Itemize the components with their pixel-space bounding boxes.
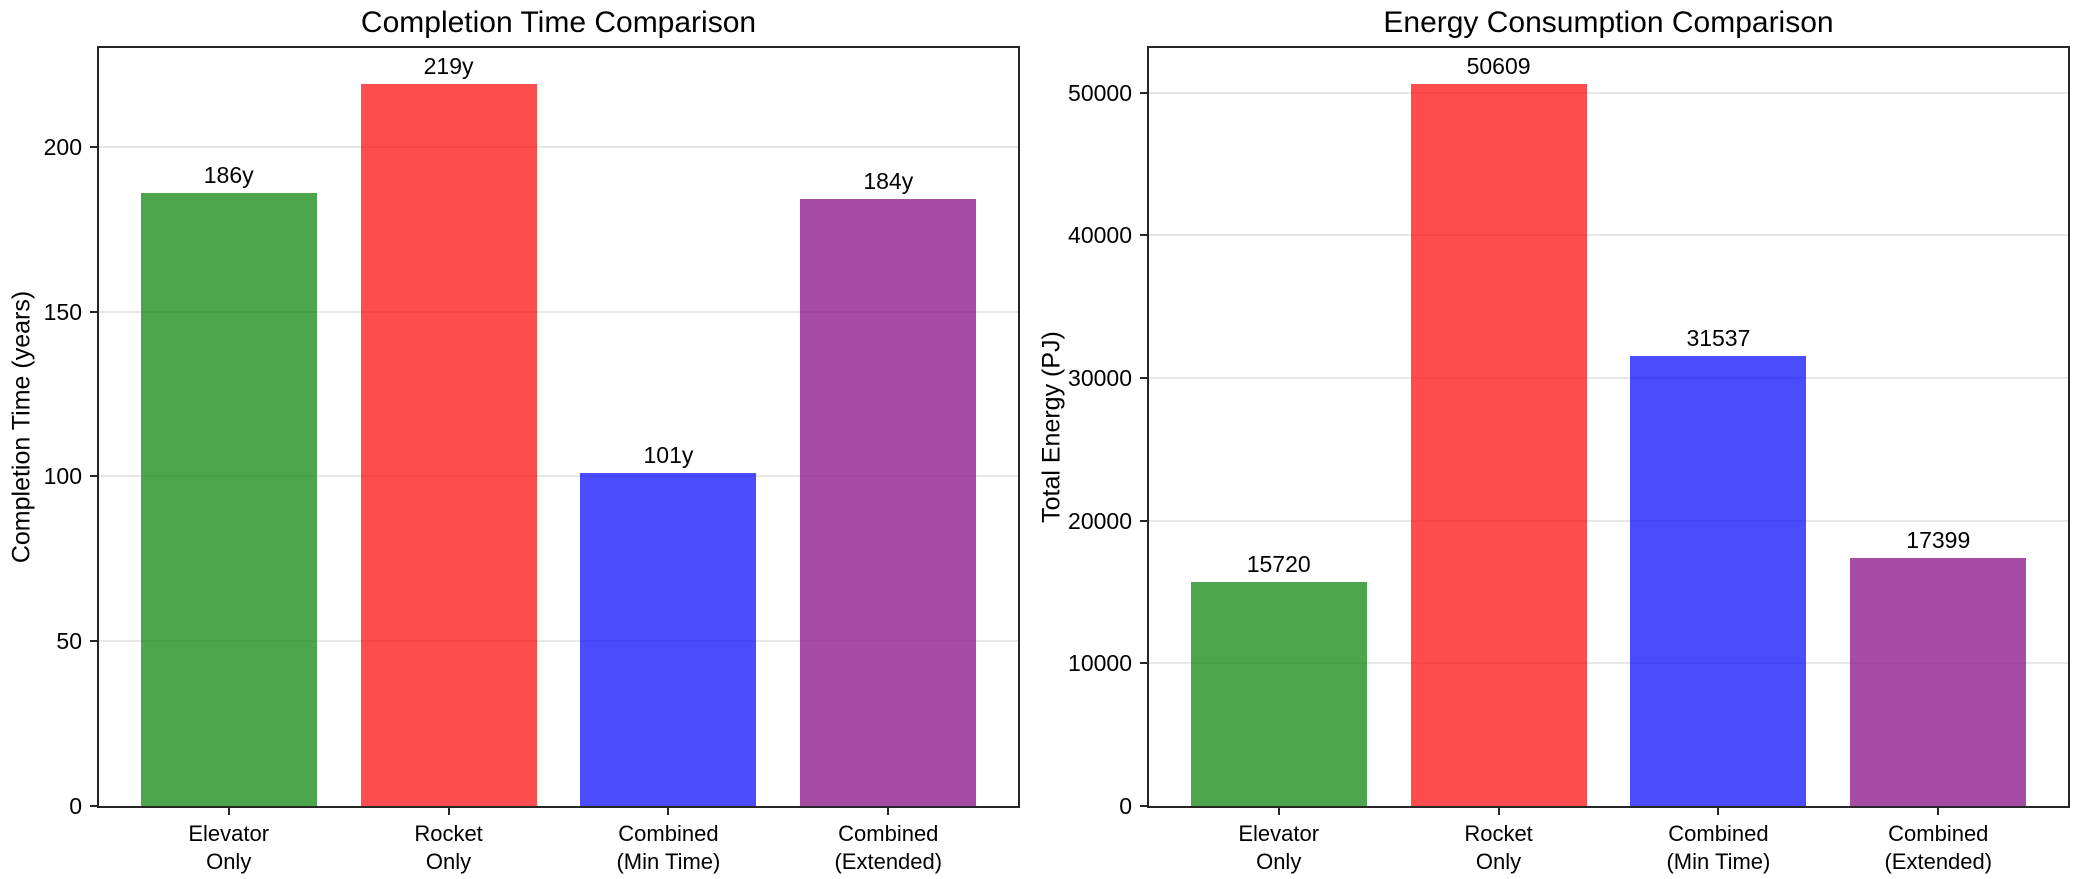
y-tick-mark xyxy=(1140,519,1147,522)
y-axis-label-completion-time: Completion Time (years) xyxy=(7,290,36,564)
y-tick-label: 200 xyxy=(43,133,82,160)
bar-value-label: 31537 xyxy=(1686,325,1751,352)
bar-value-label: 219y xyxy=(423,53,474,80)
y-tick-label: 0 xyxy=(69,793,82,819)
bar-value-label: 17399 xyxy=(1906,526,1971,553)
gridline-y-50 xyxy=(99,640,1018,643)
y-tick-label: 20000 xyxy=(1068,507,1132,534)
x-tick-mark xyxy=(1277,808,1280,815)
bar-combined--min-time- xyxy=(1630,356,1807,806)
x-tick-label: Combined (Min Time) xyxy=(1666,821,1771,874)
y-tick-mark xyxy=(90,145,97,148)
x-tick-label: Rocket Only xyxy=(414,821,483,874)
y-tick-mark xyxy=(90,805,97,807)
y-tick-label: 100 xyxy=(43,463,82,490)
plot-area-completion-time xyxy=(97,46,1020,808)
y-tick-mark xyxy=(1140,805,1147,807)
y-tick-mark xyxy=(1140,377,1147,380)
y-tick-mark xyxy=(90,310,97,313)
gridline-y-30000 xyxy=(1149,377,2068,380)
x-tick-mark xyxy=(227,808,230,815)
bar-rocket-only xyxy=(1410,84,1587,806)
chart-title-completion-time: Completion Time Comparison xyxy=(360,6,757,39)
y-tick-mark xyxy=(1140,91,1147,94)
x-tick-mark xyxy=(447,808,450,815)
bar-combined--extended- xyxy=(1850,557,2027,806)
gridline-y-50000 xyxy=(1149,91,2068,94)
bar-combined--min-time- xyxy=(580,473,757,806)
bar-value-label: 186y xyxy=(203,161,254,188)
x-tick-label: Combined (Extended) xyxy=(1884,821,1993,874)
x-tick-label: Combined (Min Time) xyxy=(616,821,721,874)
y-tick-mark xyxy=(1140,662,1147,665)
x-tick-label: Elevator Only xyxy=(1238,821,1320,874)
gridline-y-200 xyxy=(99,145,1018,148)
x-tick-mark xyxy=(1717,808,1720,815)
y-tick-mark xyxy=(90,640,97,643)
gridline-y-150 xyxy=(99,310,1018,313)
gridline-y-40000 xyxy=(1149,234,2068,237)
x-tick-mark xyxy=(1937,808,1940,815)
y-tick-label: 150 xyxy=(43,298,82,325)
y-tick-label: 30000 xyxy=(1068,365,1132,392)
y-tick-label: 40000 xyxy=(1068,222,1132,249)
gridline-y-20000 xyxy=(1149,519,2068,522)
x-tick-mark xyxy=(667,808,670,815)
bar-rocket-only xyxy=(360,84,537,806)
y-tick-label: 0 xyxy=(1119,793,1132,819)
y-tick-label: 50 xyxy=(56,628,82,655)
plot-area-energy-consumption xyxy=(1147,46,2070,808)
y-tick-label: 10000 xyxy=(1068,650,1132,677)
y-axis-label-total-energy: Total Energy (PJ) xyxy=(1037,331,1066,523)
x-tick-label: Elevator Only xyxy=(188,821,270,874)
bar-value-label: 50609 xyxy=(1466,53,1531,80)
gridline-y-100 xyxy=(99,475,1018,478)
x-tick-mark xyxy=(1497,808,1500,815)
y-tick-label: 50000 xyxy=(1068,79,1132,106)
y-tick-mark xyxy=(90,475,97,478)
bar-combined--extended- xyxy=(800,199,977,806)
bar-value-label: 184y xyxy=(863,168,914,195)
bar-elevator-only xyxy=(140,192,317,806)
x-tick-label: Rocket Only xyxy=(1464,821,1533,874)
chart-title-energy-consumption: Energy Consumption Comparison xyxy=(1383,6,1834,39)
bar-value-label: 15720 xyxy=(1246,550,1311,577)
gridline-y-10000 xyxy=(1149,662,2068,665)
bar-elevator-only xyxy=(1190,581,1367,806)
x-tick-label: Combined (Extended) xyxy=(834,821,943,874)
y-tick-mark xyxy=(1140,234,1147,237)
bar-value-label: 101y xyxy=(643,442,694,469)
x-tick-mark xyxy=(887,808,890,815)
